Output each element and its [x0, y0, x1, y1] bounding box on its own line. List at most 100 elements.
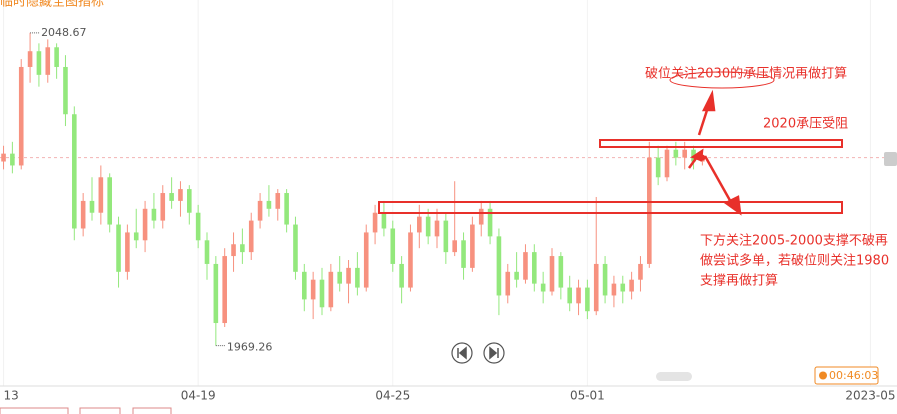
candle-body: [532, 252, 537, 284]
candle-body: [558, 256, 564, 288]
candle-body: [248, 220, 254, 253]
candle-body: [89, 200, 95, 213]
candle-body: [355, 267, 360, 288]
annotation: 下方关注2005-2000支撑不破再: [700, 233, 888, 249]
candle-body: [505, 271, 511, 296]
timer-box: [814, 366, 879, 385]
arrows: [687, 89, 742, 216]
candle-body: [673, 149, 679, 158]
candle-body: [478, 208, 484, 225]
candle-body: [160, 193, 166, 221]
candle-body: [540, 283, 546, 292]
prev-icon: [457, 346, 467, 360]
tab[interactable]: [0, 407, 69, 414]
indicator-toggle[interactable]: 临时隐藏全图指标: [0, 0, 104, 10]
candle-body: [337, 271, 342, 284]
annotation: 做尝试多单，若破位则关注1980: [700, 253, 889, 269]
highlight-ellipse: [669, 71, 775, 89]
arrow-head: [723, 195, 742, 216]
candle-body: [523, 252, 528, 280]
tab[interactable]: [79, 407, 121, 414]
annotation: 破位关注2030的承压情况再做打算: [645, 66, 847, 82]
candle-body: [178, 189, 183, 201]
candle-body: [257, 200, 263, 221]
candle-body: [142, 208, 148, 241]
candle-body: [151, 208, 157, 221]
candle-body: [638, 263, 643, 280]
candle-body: [549, 256, 555, 292]
candle-body: [63, 66, 68, 115]
annotation: 支撑再做打算: [700, 274, 778, 289]
candle-body: [72, 114, 77, 229]
x-tick-label: 04-25: [375, 389, 410, 403]
candle-body: [434, 220, 440, 237]
candle-body: [187, 189, 192, 213]
candle-body: [629, 279, 634, 292]
candle-body: [213, 263, 219, 324]
candle-body: [275, 193, 281, 209]
support-box: [378, 201, 843, 214]
scroll-handle[interactable]: [656, 372, 692, 381]
candle-body: [266, 200, 272, 209]
annotation: 2020承压受阻: [763, 117, 848, 132]
candle-body: [36, 51, 42, 75]
candle-body: [45, 47, 51, 75]
candle-body: [319, 279, 325, 308]
candle-body: [346, 267, 351, 284]
candle-body: [133, 232, 139, 241]
x-tick-label: 13: [4, 389, 19, 403]
candle-body: [611, 283, 617, 296]
candle-body: [585, 287, 590, 312]
candle-body: [425, 216, 431, 237]
bottom-tabs: [0, 407, 172, 414]
x-tick-label: 04-19: [181, 389, 216, 403]
candle-body: [80, 200, 86, 229]
candle-body: [204, 240, 210, 264]
candle-body: [408, 232, 413, 288]
candle-body: [98, 177, 104, 213]
candle-body: [372, 212, 378, 233]
candle-body: [195, 212, 201, 241]
tab[interactable]: [132, 407, 172, 414]
candle-body: [593, 263, 599, 312]
candle-body: [452, 240, 457, 253]
candle-body: [417, 216, 422, 233]
x-tick-label: 05-01: [570, 389, 605, 403]
timer-icon: [819, 371, 827, 380]
grid: [0, 0, 884, 386]
candle-body: [363, 232, 369, 288]
candle-body: [10, 153, 15, 166]
candle-body: [664, 149, 670, 178]
candle-body: [328, 271, 334, 308]
candle-body: [620, 283, 626, 292]
x-tick-label: 2023-05: [845, 389, 895, 403]
candle-body: [302, 271, 307, 300]
min-label: 1969.26: [227, 341, 273, 354]
price-tag: [884, 152, 897, 166]
candle-body: [107, 177, 112, 225]
resistance-box: [599, 139, 843, 148]
candle-body: [169, 193, 174, 201]
candle-body: [567, 287, 572, 304]
max-label: 2048.67: [41, 26, 86, 39]
candle-body: [390, 228, 396, 264]
candle-body: [27, 51, 33, 67]
candle-body: [443, 220, 449, 253]
candle-body: [293, 224, 298, 272]
candle-body: [284, 193, 289, 225]
candle-body: [310, 279, 316, 300]
candle-body: [18, 66, 24, 166]
candle-body: [647, 157, 652, 264]
playback-controls: [451, 342, 505, 364]
candle-body: [470, 224, 475, 268]
candle-body: [514, 271, 519, 280]
candle-body: [125, 232, 130, 272]
candle-body: [399, 263, 404, 288]
arrow-head: [701, 89, 716, 112]
candle-body: [240, 244, 245, 253]
candle-body: [54, 47, 59, 67]
candles: 2048.67 1969.26: [1, 26, 706, 354]
candle-body: [496, 236, 502, 296]
candle-body: [487, 208, 493, 237]
